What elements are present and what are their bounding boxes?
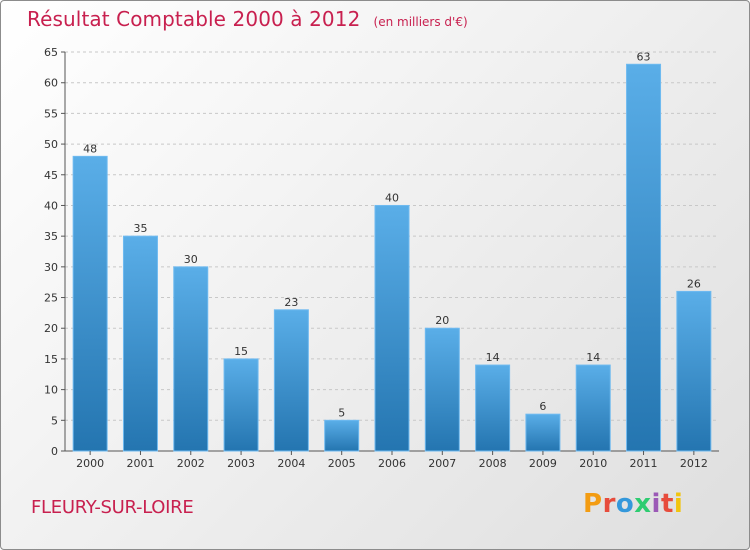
chart-title-block: Résultat Comptable 2000 à 2012 (en milli… [27,7,468,31]
bar-value-label: 35 [133,222,147,235]
x-tick-label: 2011 [630,457,658,470]
x-tick-label: 2008 [479,457,507,470]
bar-value-label: 26 [687,277,701,290]
bar [424,327,460,452]
logo-letter: r [602,489,616,519]
y-tick-label: 65 [44,46,58,59]
x-tick-label: 2006 [378,457,406,470]
bar [324,419,360,452]
logo-letter: i [651,489,661,519]
chart-title: Résultat Comptable 2000 à 2012 [27,7,361,31]
x-tick-label: 2007 [428,457,456,470]
y-tick-label: 30 [44,261,58,274]
y-tick-label: 10 [44,384,58,397]
x-tick-label: 2002 [177,457,205,470]
logo-letter: o [615,489,635,519]
bar [525,413,561,452]
bar-value-label: 23 [284,296,298,309]
x-tick-label: 2003 [227,457,255,470]
bar [676,290,712,452]
bar-value-label: 14 [586,351,600,364]
bar-value-label: 20 [435,314,449,327]
chart-subtitle: (en milliers d'€) [373,15,468,29]
proxiti-logo: Proxiti [583,489,683,519]
y-tick-label: 35 [44,230,58,243]
bar [173,266,209,452]
bar [374,204,410,452]
x-tick-label: 2012 [680,457,708,470]
bar [575,364,611,452]
y-tick-label: 5 [51,414,58,427]
x-tick-label: 2010 [579,457,607,470]
logo-letter: i [673,489,684,519]
bar-value-label: 6 [539,400,546,413]
y-tick-label: 55 [44,107,58,120]
bar-value-label: 48 [83,142,97,155]
bar-value-label: 15 [234,345,248,358]
x-tick-label: 2000 [76,457,104,470]
y-tick-label: 40 [44,199,58,212]
logo-letter: t [660,489,674,519]
y-tick-label: 60 [44,77,58,90]
bar [72,155,108,452]
bar [122,235,158,452]
bar-value-label: 30 [184,253,198,266]
x-tick-label: 2004 [277,457,305,470]
bar-value-label: 40 [385,191,399,204]
y-tick-label: 50 [44,138,58,151]
x-tick-label: 2009 [529,457,557,470]
bar [223,358,259,452]
x-tick-label: 2005 [328,457,356,470]
bar [475,364,511,452]
bar-value-label: 63 [637,50,651,63]
y-tick-label: 45 [44,169,58,182]
logo-letter: x [634,489,652,519]
y-tick-label: 0 [51,445,58,458]
logo-letter: P [583,489,603,519]
town-name: FLEURY-SUR-LOIRE [31,497,194,518]
y-tick-label: 25 [44,292,58,305]
x-tick-label: 2001 [126,457,154,470]
y-tick-label: 20 [44,322,58,335]
bar-value-label: 5 [338,406,345,419]
bar [273,309,309,452]
bar-value-label: 14 [486,351,500,364]
y-tick-label: 15 [44,353,58,366]
bar [626,63,662,452]
